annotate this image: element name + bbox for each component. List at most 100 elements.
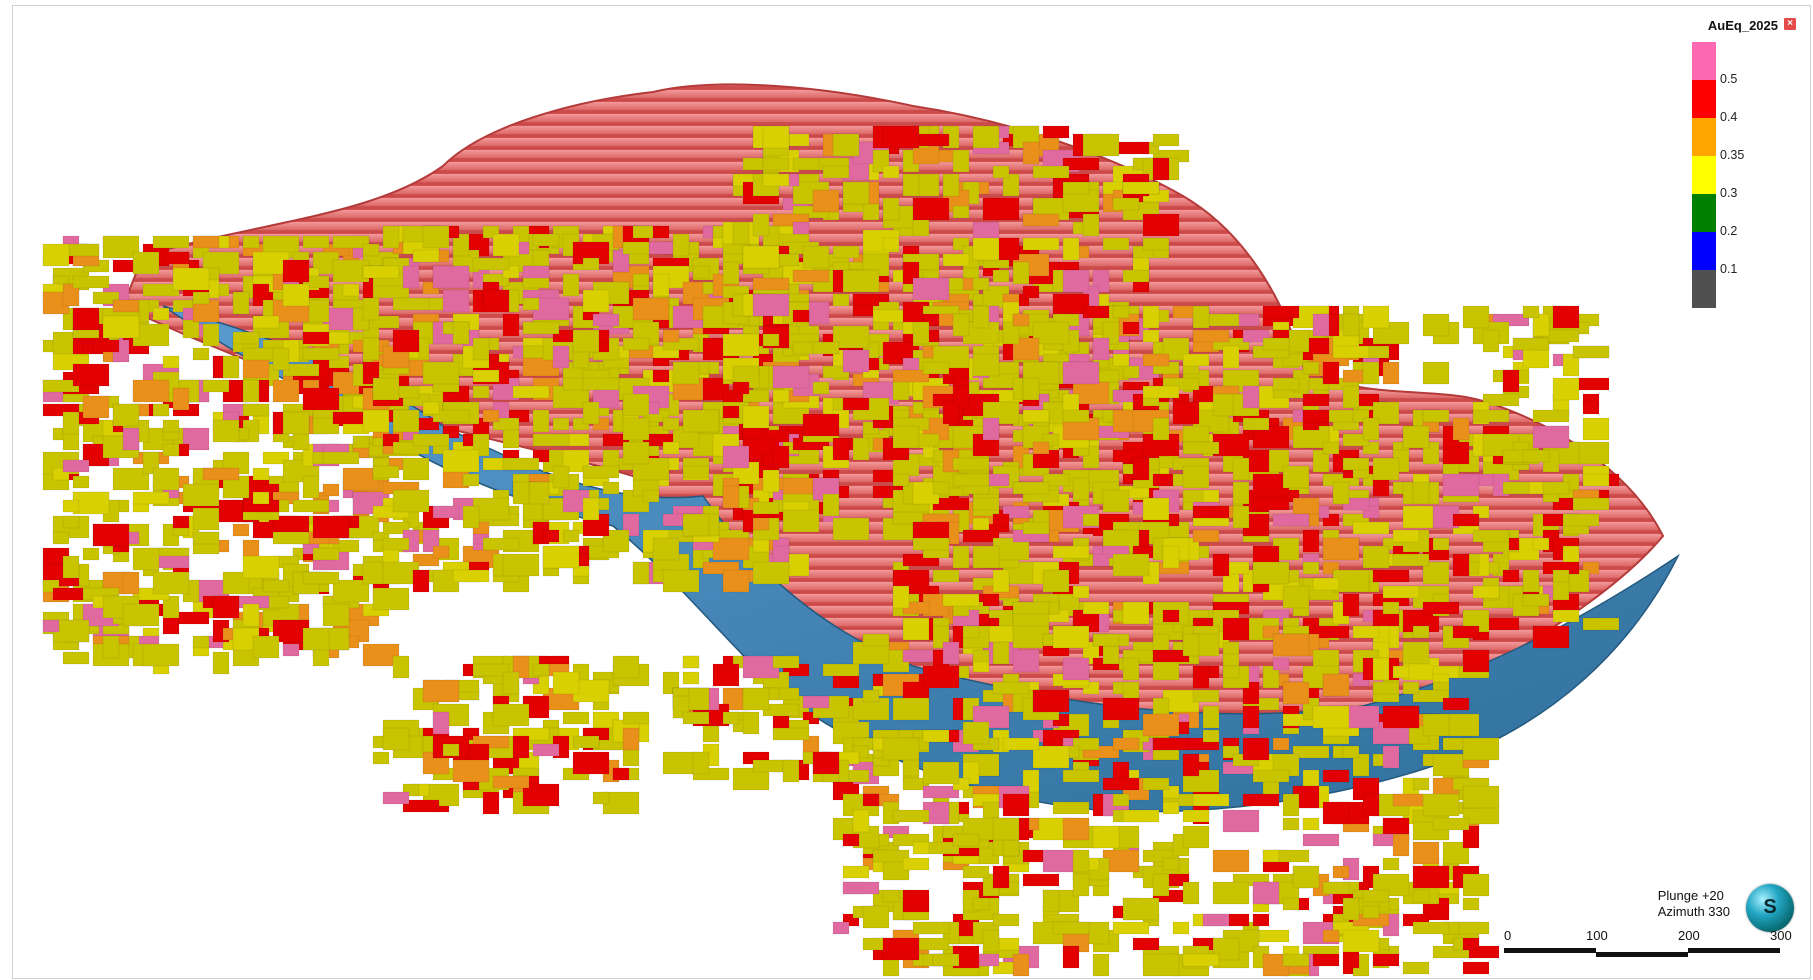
grade-block: [1032, 441, 1050, 455]
grade-block: [1172, 921, 1190, 935]
grade-block: [882, 165, 900, 179]
grade-block: [112, 403, 140, 427]
grade-block: [1062, 157, 1100, 171]
grade-block: [1472, 585, 1500, 599]
grade-block: [932, 569, 960, 583]
grade-block: [1352, 521, 1390, 535]
grade-block: [362, 297, 380, 321]
grade-block: [1092, 825, 1120, 849]
grade-block: [1322, 537, 1360, 561]
grade-block: [562, 273, 580, 297]
grade-block: [742, 245, 780, 269]
grade-block: [1102, 777, 1140, 791]
grade-block: [1142, 497, 1170, 521]
grade-block: [1252, 497, 1290, 511]
grade-block: [1212, 849, 1250, 873]
grade-block: [622, 711, 650, 725]
grade-block: [1452, 553, 1470, 577]
grade-block: [292, 499, 330, 513]
grade-block: [312, 547, 340, 561]
grade-block: [1222, 665, 1240, 679]
grade-block: [1062, 945, 1080, 969]
grade-block: [1062, 237, 1080, 261]
grade-block: [302, 387, 340, 411]
model-scene[interactable]: [13, 6, 1810, 978]
grade-block: [692, 751, 710, 775]
grade-block: [622, 441, 650, 465]
close-icon[interactable]: ×: [1784, 18, 1796, 30]
grade-block: [1032, 321, 1070, 345]
grade-block: [1442, 697, 1470, 711]
grade-block: [772, 389, 790, 403]
grade-block: [262, 451, 290, 465]
grade-block: [602, 481, 620, 495]
grade-block: [92, 523, 130, 547]
grade-block: [382, 521, 410, 535]
grade-block: [1302, 409, 1330, 423]
grade-block: [282, 411, 310, 435]
grade-block: [1082, 133, 1120, 157]
grade-block: [992, 569, 1010, 593]
grade-block: [1402, 961, 1430, 975]
grade-block: [472, 369, 500, 383]
grade-block: [1062, 269, 1090, 293]
grade-block: [1082, 601, 1110, 615]
grade-block: [1422, 409, 1450, 423]
grade-block: [482, 537, 520, 551]
grade-block: [1242, 417, 1270, 431]
grade-block: [92, 339, 120, 353]
grade-block: [1362, 905, 1380, 919]
grade-block: [312, 515, 350, 539]
grade-block: [1382, 857, 1400, 871]
grade-block: [972, 353, 1000, 377]
grade-block: [1152, 873, 1170, 897]
grade-block: [262, 579, 290, 593]
grade-block: [302, 331, 330, 345]
grade-block: [982, 929, 1000, 953]
grade-block: [1322, 673, 1350, 697]
grade-block: [1342, 313, 1360, 337]
grade-block: [1422, 313, 1450, 337]
grade-block: [952, 473, 990, 487]
grade-block: [1302, 529, 1320, 553]
grade-block: [1442, 841, 1470, 865]
grade-block: [1342, 457, 1370, 471]
grade-block: [1342, 929, 1380, 953]
grade-block: [1122, 365, 1140, 379]
grade-block: [1272, 737, 1290, 751]
grade-block: [1062, 657, 1090, 681]
grade-block: [1332, 865, 1350, 879]
grade-block: [1452, 625, 1480, 639]
grade-block: [1062, 181, 1090, 195]
grade-block: [232, 291, 250, 315]
grade-block: [1302, 361, 1320, 375]
grade-block: [832, 921, 850, 935]
grade-block: [1152, 417, 1170, 441]
grade-block: [1272, 657, 1290, 671]
grade-block: [402, 265, 420, 289]
orientation-compass-icon[interactable]: S: [1746, 884, 1794, 932]
grade-block: [882, 237, 900, 251]
grade-block: [1242, 793, 1280, 807]
grade-block: [1312, 705, 1350, 729]
grade-block: [522, 783, 560, 807]
grade-block: [722, 333, 760, 357]
legend-swatch: [1692, 80, 1716, 118]
grade-block: [202, 467, 240, 481]
grade-block: [1572, 345, 1610, 359]
grade-block: [162, 443, 180, 457]
grade-block: [62, 515, 80, 529]
grade-block: [372, 465, 400, 479]
grade-block: [652, 369, 670, 383]
3d-viewport[interactable]: AuEq_2025 × 0.5 0.4 0.35 0.3 0.2 0.1 Plunge +…: [12, 5, 1811, 979]
legend-swatch: [1692, 232, 1716, 270]
grade-block: [1412, 481, 1430, 505]
grade-block: [102, 315, 140, 339]
grade-block: [1372, 401, 1400, 425]
grade-block: [1102, 697, 1140, 721]
grade-block: [332, 579, 370, 603]
grade-block: [532, 663, 550, 677]
grade-block: [1312, 577, 1340, 591]
grade-block: [322, 451, 360, 465]
grade-block: [972, 277, 990, 291]
